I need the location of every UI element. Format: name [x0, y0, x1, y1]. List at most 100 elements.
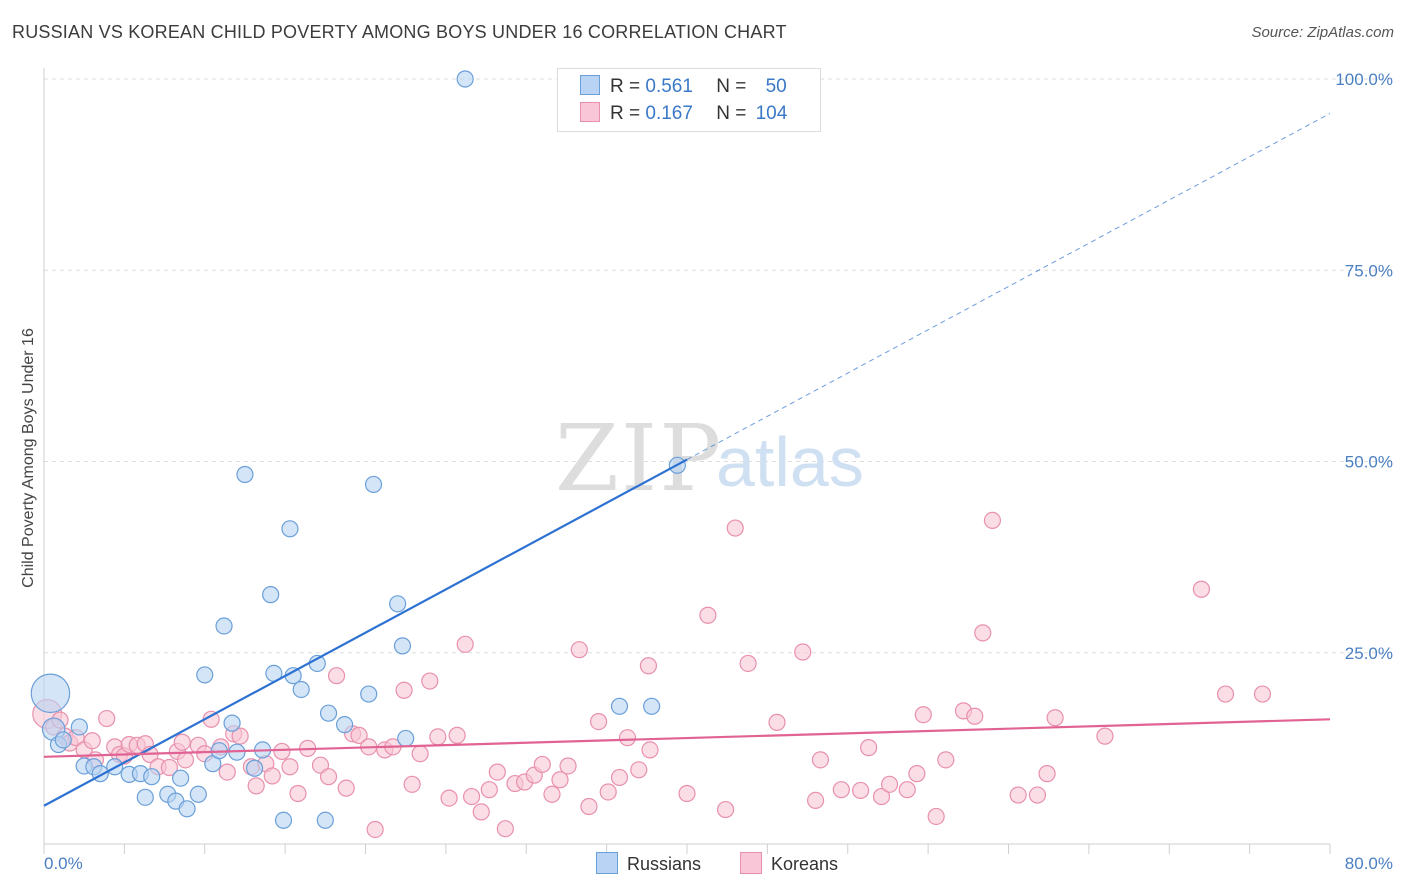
koreans-point — [570, 641, 588, 659]
koreans-trend-line — [43, 718, 1331, 758]
koreans-point — [480, 781, 498, 799]
koreans-point — [289, 784, 307, 803]
koreans-point — [937, 751, 955, 769]
koreans-point — [1192, 580, 1211, 598]
koreans-point — [1009, 786, 1027, 804]
y-tick-label: 25.0% — [1345, 644, 1393, 663]
y-tick-label: 50.0% — [1345, 453, 1393, 472]
series-legend: Russians Koreans — [0, 852, 1406, 878]
russians-point — [215, 617, 233, 635]
koreans-point — [860, 739, 878, 757]
koreans-point — [1216, 685, 1235, 703]
legend-r-label: R = — [610, 103, 641, 124]
legend-n-value-russians: 50 — [765, 76, 787, 97]
russians-point — [30, 673, 71, 714]
koreans-point — [716, 800, 735, 819]
russians-point — [189, 785, 207, 803]
russians-point — [610, 697, 629, 715]
koreans-point — [699, 606, 717, 624]
koreans-point — [559, 757, 577, 775]
koreans-point — [411, 745, 429, 763]
koreans-point — [462, 787, 481, 806]
koreans-point — [231, 727, 249, 745]
koreans-point — [176, 751, 195, 769]
koreans-point — [350, 726, 368, 744]
russians-point — [143, 768, 161, 786]
russians-point — [319, 704, 338, 722]
koreans-point — [880, 775, 899, 793]
legend-swatch-russians — [580, 75, 600, 95]
koreans-point — [488, 763, 506, 781]
russians-point — [274, 811, 293, 829]
koreans-point — [327, 667, 346, 685]
x-tick-label-min: 0.0% — [44, 854, 83, 873]
koreans-point — [1038, 765, 1056, 783]
series-legend-koreans-label: Koreans — [771, 854, 839, 874]
russians-trend-extension — [686, 112, 1331, 461]
koreans-point — [440, 789, 458, 807]
series-swatch-russians — [596, 852, 618, 874]
koreans-point — [974, 624, 992, 642]
koreans-point — [533, 755, 551, 774]
russians-point — [70, 718, 88, 736]
russians-point — [54, 731, 72, 749]
x-ticks — [43, 844, 1331, 854]
y-tick-labels: 25.0% 50.0% 75.0% 100.0% — [1335, 70, 1393, 663]
koreans-point — [768, 713, 786, 731]
koreans-point — [1253, 685, 1272, 703]
russians-point — [292, 680, 310, 699]
koreans-point — [160, 758, 178, 777]
koreans-point — [247, 777, 265, 795]
koreans-point — [630, 761, 648, 779]
russians-point — [393, 637, 412, 655]
russians-point — [178, 800, 196, 818]
koreans-point — [641, 741, 659, 759]
koreans-point — [421, 672, 439, 690]
russians-point — [262, 586, 280, 604]
koreans-point — [337, 779, 355, 797]
russians-point — [456, 70, 474, 88]
series-legend-koreans[interactable]: Koreans — [740, 852, 838, 875]
legend-n-value-koreans: 104 — [755, 103, 788, 124]
koreans-point — [908, 765, 926, 783]
koreans-point — [98, 709, 116, 728]
russians-point — [397, 729, 415, 748]
russians-point — [172, 769, 190, 787]
legend-row-russians: R = 0.561 N = 50 — [580, 75, 787, 101]
y-tick-label: 75.0% — [1345, 261, 1393, 280]
koreans-point — [496, 820, 514, 838]
russians-point — [643, 697, 661, 715]
russians-point — [196, 666, 214, 684]
russians-point — [316, 811, 334, 829]
trend-lines — [43, 112, 1331, 807]
koreans-point — [678, 784, 696, 803]
y-tick-label: 100.0% — [1335, 70, 1393, 89]
series-legend-russians[interactable]: Russians — [596, 852, 701, 875]
watermark-zip: ZIP — [555, 405, 723, 512]
legend-r-value-russians: 0.561 — [645, 76, 693, 97]
russians-point — [223, 714, 241, 732]
koreans-point — [832, 781, 850, 799]
legend-r-value-koreans: 0.167 — [645, 103, 693, 124]
series-swatch-koreans — [740, 852, 762, 874]
russians-point — [360, 685, 378, 703]
grid-lines — [44, 78, 1392, 654]
koreans-point — [966, 707, 984, 725]
koreans-point — [173, 733, 191, 751]
russians-point — [281, 520, 299, 538]
russians-trend-line — [43, 458, 688, 807]
koreans-point — [263, 767, 281, 785]
koreans-point — [543, 785, 561, 803]
koreans-point — [551, 771, 569, 789]
koreans-point — [589, 712, 608, 731]
koreans-point — [927, 807, 945, 826]
koreans-point — [395, 681, 413, 699]
legend: R = 0.561 N = 50 R = 0.167 N = 104 — [557, 68, 821, 132]
koreans-point — [618, 729, 637, 747]
koreans-point — [1096, 727, 1114, 745]
legend-n-label: N = — [716, 76, 747, 97]
russians-point — [236, 465, 254, 484]
koreans-point — [472, 803, 490, 821]
koreans-point — [273, 742, 291, 761]
